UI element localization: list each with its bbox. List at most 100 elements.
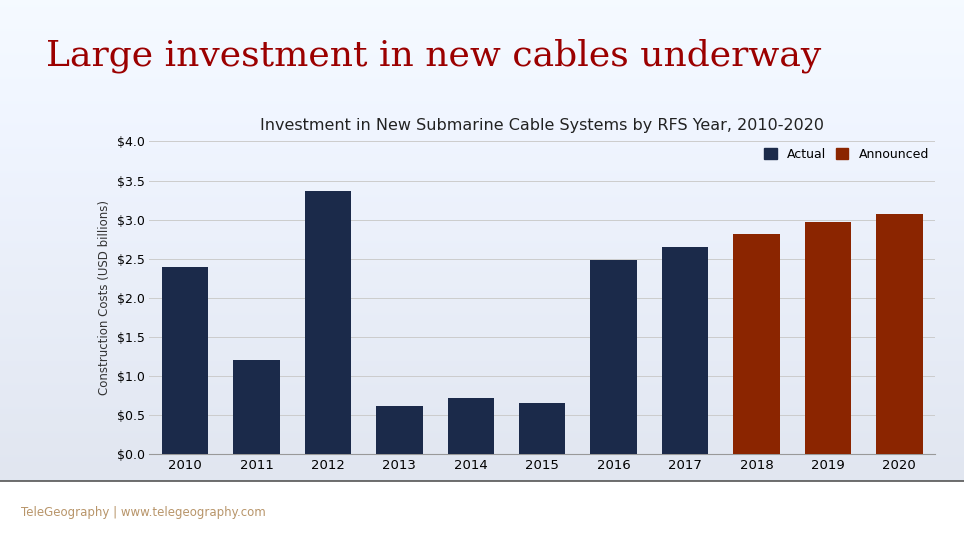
Bar (0, 438, 964, 441)
Title: Investment in New Submarine Cable Systems by RFS Year, 2010-2020: Investment in New Submarine Cable System… (260, 119, 824, 133)
Bar (0, 24, 964, 27)
Bar (0, 284, 964, 287)
Bar (0, 55, 964, 58)
Bar (0, 207, 964, 209)
Bar (0, 39, 964, 41)
Bar (0, 366, 964, 368)
Bar (0, 186, 964, 188)
Bar (0, 337, 964, 339)
Bar (0, 60, 964, 63)
Bar (0, 358, 964, 361)
Bar (0, 79, 964, 82)
Bar (0, 84, 964, 86)
Bar (0, 453, 964, 455)
Bar (0, 65, 964, 67)
Bar (0, 219, 964, 221)
Bar (0, 400, 964, 402)
Bar (0, 7, 964, 10)
Bar (0, 183, 964, 186)
Bar (0, 279, 964, 282)
Bar (0, 316, 964, 318)
Bar (0, 327, 964, 330)
Bar (0, 106, 964, 108)
Bar (0, 429, 964, 431)
Bar (0, 385, 964, 387)
Bar (0, 19, 964, 22)
Bar (0, 128, 964, 130)
Bar (0, 262, 964, 265)
Bar (0, 181, 964, 183)
Bar (0, 58, 964, 60)
Bar (0, 228, 964, 231)
Bar (0, 436, 964, 438)
Bar (0, 231, 964, 233)
Bar (0, 197, 964, 200)
Bar (0, 332, 964, 335)
Bar (0, 477, 964, 479)
Bar (0, 164, 964, 166)
Bar (0, 17, 964, 19)
Bar (0, 462, 964, 465)
Bar (0, 108, 964, 111)
Bar (0, 5, 964, 7)
Bar (0, 469, 964, 472)
Bar (0, 380, 964, 383)
Bar (0, 325, 964, 327)
Bar (0, 335, 964, 337)
Bar (0, 142, 964, 145)
Text: Large investment in new cables underway: Large investment in new cables underway (46, 38, 821, 72)
Bar (0, 450, 964, 453)
Bar (0, 200, 964, 202)
Bar (0, 145, 964, 147)
Bar (0, 63, 964, 65)
Bar (0, 318, 964, 320)
Bar (0, 289, 964, 291)
Bar (0, 27, 964, 29)
Text: TeleGeography | www.telegeography.com: TeleGeography | www.telegeography.com (21, 506, 266, 519)
Bar (0, 195, 964, 197)
Bar (0, 34, 964, 36)
Bar (0, 10, 964, 12)
Bar (0, 101, 964, 103)
Bar (376, 406, 422, 454)
Bar (0, 67, 964, 70)
Bar (0, 291, 964, 294)
Bar (591, 260, 637, 454)
Bar (0, 98, 964, 101)
Bar (0, 75, 964, 77)
Bar (0, 347, 964, 349)
Bar (0, 455, 964, 458)
Bar (0, 320, 964, 323)
Bar (0, 130, 964, 132)
Bar (0, 409, 964, 412)
Bar (0, 296, 964, 299)
Bar (0, 174, 964, 176)
Bar (0, 86, 964, 89)
Bar (233, 360, 280, 454)
Bar (0, 238, 964, 240)
Bar (0, 248, 964, 250)
Bar (0, 224, 964, 226)
Bar (519, 403, 566, 454)
Bar (0, 474, 964, 477)
Bar (0, 311, 964, 313)
Bar (0, 82, 964, 84)
Bar (0, 479, 964, 481)
Bar (0, 431, 964, 433)
Bar (0, 44, 964, 46)
Bar (0, 29, 964, 32)
Bar (0, 272, 964, 274)
Bar (0, 446, 964, 448)
Bar (0, 304, 964, 306)
Bar (0, 356, 964, 358)
Bar (0, 378, 964, 380)
Bar (0, 171, 964, 174)
Bar (0, 233, 964, 236)
Bar (0, 373, 964, 375)
Bar (0, 15, 964, 17)
Bar (0, 397, 964, 400)
Bar (0, 342, 964, 344)
Bar (0, 412, 964, 414)
Bar (662, 247, 709, 454)
Bar (0, 383, 964, 385)
